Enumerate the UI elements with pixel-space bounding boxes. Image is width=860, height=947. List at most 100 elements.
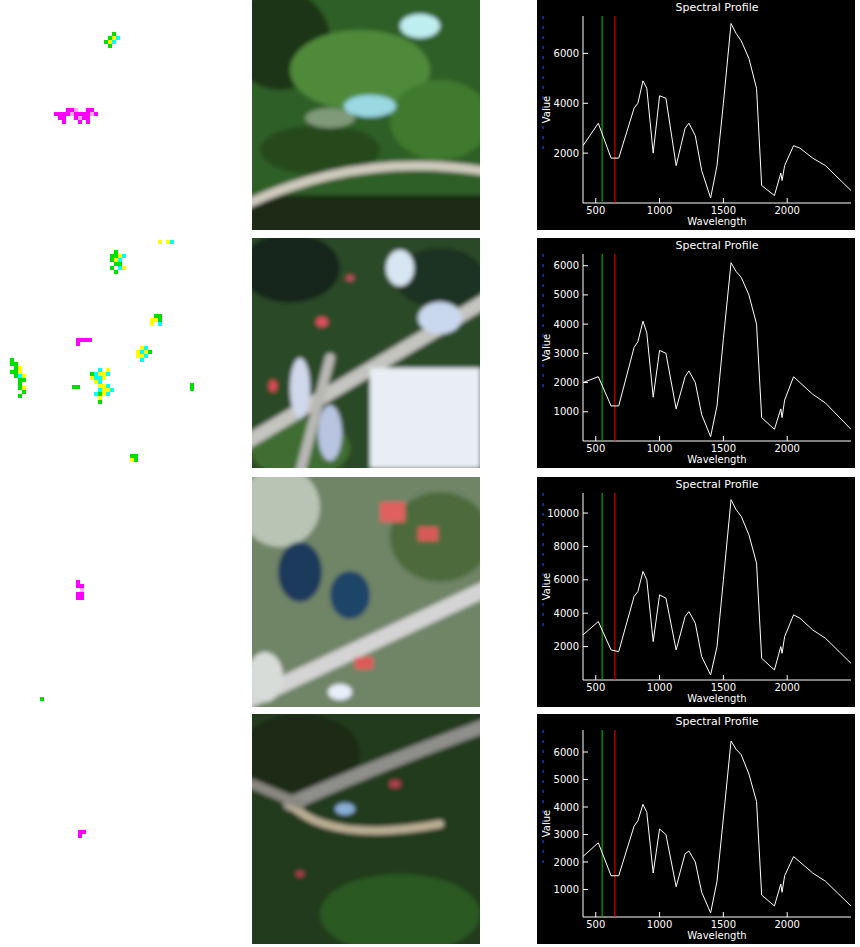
chart-title: Spectral Profile (675, 478, 758, 491)
class-pixel (22, 390, 26, 394)
class-pixel (90, 108, 94, 112)
class-pixel (140, 350, 144, 354)
y-tick-label: 2000 (554, 148, 579, 159)
y-tick (583, 294, 588, 295)
edge-decoration (543, 780, 544, 783)
rgb-image (252, 238, 480, 468)
class-pixel (18, 374, 22, 378)
class-pixel (140, 346, 144, 350)
edge-decoration (543, 513, 544, 516)
edge-decoration (543, 46, 544, 49)
x-tick-label: 2000 (774, 919, 799, 930)
edge-decoration (543, 840, 544, 843)
class-pixel (80, 338, 84, 342)
x-tick (787, 436, 788, 441)
class-pixel (144, 350, 148, 354)
x-axis (583, 203, 851, 204)
spectrum-line (583, 263, 851, 437)
class-pixel (118, 258, 122, 262)
edge-decoration (543, 613, 544, 616)
image-feature (269, 380, 277, 392)
x-tick (595, 436, 596, 441)
class-pixel (158, 318, 162, 322)
band-marker (614, 254, 615, 441)
y-tick (583, 834, 588, 835)
plot-data (583, 730, 851, 917)
y-tick-label: 4000 (554, 98, 579, 109)
y-tick (583, 862, 588, 863)
edge-decoration (543, 384, 544, 387)
class-pixel (134, 458, 138, 462)
chart-background (537, 714, 855, 944)
plot-data (583, 16, 851, 203)
edge-decoration (543, 790, 544, 793)
class-pixel (90, 112, 94, 116)
class-pixel (80, 584, 84, 588)
x-tick-label: 500 (586, 682, 605, 693)
class-pixel (110, 258, 114, 262)
spectral-profile-chart: Spectral Profile100020003000400050006000… (537, 238, 855, 468)
class-pixel (80, 588, 84, 592)
class-pixel (114, 270, 118, 274)
class-pixel (136, 350, 140, 354)
x-tick (659, 675, 660, 680)
y-tick-label: 6000 (554, 48, 579, 59)
image-feature (386, 250, 414, 286)
image-road (252, 587, 480, 702)
x-tick-label: 1500 (711, 443, 736, 454)
x-tick (595, 675, 596, 680)
class-pixel (58, 116, 62, 120)
class-pixel (82, 830, 86, 834)
x-tick-label: 1000 (647, 205, 672, 216)
y-tick-label: 10000 (547, 508, 579, 519)
chart-background (537, 0, 855, 230)
class-pixel (158, 240, 162, 244)
class-pixel (154, 318, 158, 322)
band-marker (602, 16, 603, 203)
class-pixel (110, 266, 114, 270)
class-pixel (90, 372, 94, 376)
y-tick-label: 3000 (554, 348, 579, 359)
y-tick-label: 6000 (554, 747, 579, 758)
x-tick-label: 1000 (647, 919, 672, 930)
edge-decoration (543, 750, 544, 753)
class-pixel (86, 120, 90, 124)
class-pixel (22, 386, 26, 390)
y-axis-title: Value (541, 573, 552, 600)
class-pixel (18, 386, 22, 390)
y-tick-label: 6000 (554, 260, 579, 271)
class-pixel (78, 830, 82, 834)
class-pixel (70, 112, 74, 116)
y-tick-label: 2000 (554, 641, 579, 652)
class-pixel (84, 338, 88, 342)
x-tick-label: 500 (586, 205, 605, 216)
edge-decoration (543, 146, 544, 149)
edge-decoration (543, 16, 544, 19)
image-feature (316, 317, 328, 327)
class-pixel (90, 376, 94, 380)
class-pixel (136, 354, 140, 358)
class-pixel (150, 322, 154, 326)
class-pixel (86, 108, 90, 112)
class-pixel (78, 112, 82, 116)
spectral-profile-chart: Spectral Profile200040006000800010000500… (537, 477, 855, 707)
class-pixel (86, 112, 90, 116)
class-pixel (94, 376, 98, 380)
class-pixel (98, 392, 102, 396)
x-tick (723, 198, 724, 203)
image-feature (390, 80, 480, 160)
class-pixel (22, 374, 26, 378)
y-axis (583, 254, 584, 441)
x-tick-label: 1500 (711, 682, 736, 693)
rgb-image (252, 714, 480, 944)
x-tick (595, 198, 596, 203)
y-tick-label: 5000 (554, 774, 579, 785)
y-tick (583, 779, 588, 780)
y-tick (583, 353, 588, 354)
y-tick (583, 613, 588, 614)
class-pixel (170, 240, 174, 244)
edge-decoration (543, 770, 544, 773)
edge-decoration (543, 623, 544, 626)
image-feature (252, 714, 480, 944)
edge-decoration (543, 374, 544, 377)
